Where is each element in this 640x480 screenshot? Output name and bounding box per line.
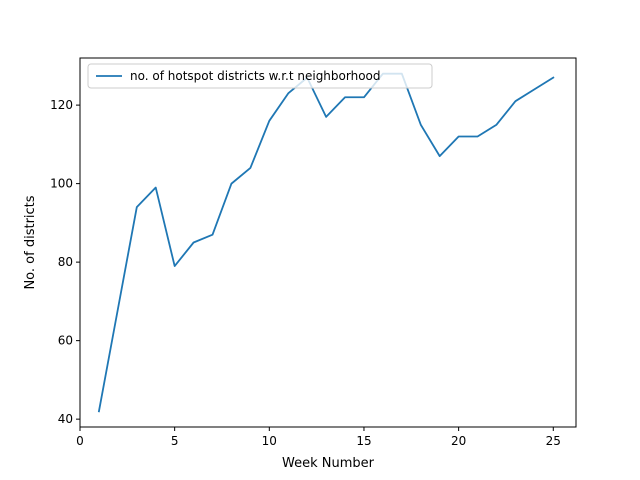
y-tick-label: 80 [58,255,73,269]
y-tick-label: 40 [58,412,73,426]
y-axis-ticks: 40 60 80 100 120 [50,98,80,426]
y-tick-label: 60 [58,334,73,348]
legend: no. of hotspot districts w.r.t neighborh… [87,63,433,89]
x-axis-ticks: 0 5 10 15 20 25 [76,427,561,448]
x-tick-label: 10 [262,434,277,448]
x-tick-label: 20 [451,434,466,448]
legend-entry-label: no. of hotspot districts w.r.t neighborh… [130,69,381,83]
x-axis-label: Week Number [282,456,375,471]
x-tick-label: 25 [546,434,561,448]
legend-box [87,63,433,89]
y-tick-label: 120 [50,98,73,112]
series-line [97,72,555,413]
axes-frame [79,57,577,428]
y-axis-label: No. of districts [23,195,38,289]
series-layer [97,72,555,413]
x-tick-label: 15 [356,434,371,448]
x-tick-label: 0 [76,434,84,448]
x-tick-label: 5 [171,434,179,448]
y-tick-label: 100 [50,177,73,191]
